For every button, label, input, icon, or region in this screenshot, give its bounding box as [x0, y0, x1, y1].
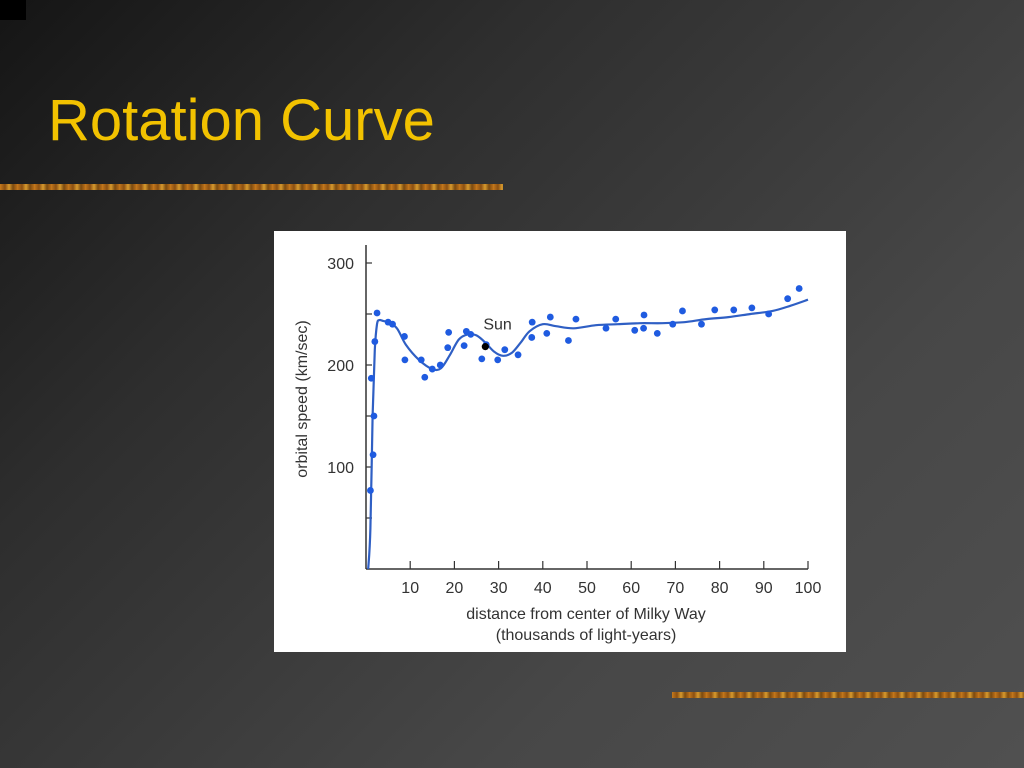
rotation-fit-curve [367, 298, 809, 570]
x-tick-label: 30 [490, 580, 508, 597]
data-point [370, 412, 378, 420]
data-point [445, 328, 453, 336]
data-point [444, 344, 452, 352]
data-point [765, 310, 773, 318]
x-tick-label: 100 [795, 580, 822, 597]
data-point [565, 337, 572, 344]
data-point [367, 487, 374, 494]
sun-marker [481, 343, 489, 351]
data-point [528, 318, 536, 326]
data-point [679, 307, 686, 315]
rotation-curve-chart: 100 200 300 10 20 30 40 50 60 70 80 90 100 Sun dist… [274, 231, 846, 652]
data-point [612, 315, 620, 323]
data-point [401, 356, 409, 364]
y-tick-label: 300 [327, 256, 354, 273]
data-point [631, 326, 639, 334]
data-point [795, 285, 803, 292]
x-axis-label-line2: (thousands of light-years) [496, 627, 677, 644]
data-point [494, 356, 502, 364]
data-point [401, 333, 408, 340]
data-point [640, 324, 647, 332]
data-point [602, 324, 610, 332]
data-point [514, 351, 522, 359]
data-point [436, 361, 444, 369]
data-point [730, 306, 738, 314]
data-points [367, 285, 803, 494]
slide-title: Rotation Curve [48, 88, 435, 153]
data-point [460, 342, 468, 350]
x-tick-label: 10 [401, 580, 419, 597]
title-underline-rule [0, 184, 503, 190]
data-point [417, 356, 425, 364]
x-tick-label: 80 [711, 580, 729, 597]
y-axis-ticks: 100 200 300 [327, 256, 372, 519]
data-point [367, 374, 375, 382]
x-tick-label: 20 [446, 580, 464, 597]
corner-mark [0, 0, 26, 20]
data-point [428, 365, 436, 373]
data-point [748, 304, 756, 312]
y-tick-label: 100 [327, 460, 354, 477]
y-tick-label: 200 [327, 358, 354, 375]
data-point [640, 311, 648, 319]
data-point [528, 334, 536, 341]
data-point [389, 320, 396, 328]
x-tick-label: 60 [622, 580, 640, 597]
data-point [501, 346, 509, 354]
data-point [669, 320, 677, 328]
data-point [698, 320, 705, 328]
sun-label: Sun [483, 317, 511, 334]
data-point [478, 355, 486, 363]
data-point [369, 451, 377, 459]
x-tick-label: 90 [755, 580, 773, 597]
data-point [546, 313, 554, 321]
data-point [467, 331, 475, 338]
chart-svg: 100 200 300 10 20 30 40 50 60 70 80 90 100 Sun dist… [294, 245, 821, 644]
data-point [421, 373, 429, 381]
data-point [543, 329, 551, 337]
x-axis-label-line1: distance from center of Milky Way [466, 606, 705, 623]
data-point [711, 306, 719, 314]
data-point [373, 309, 381, 317]
bottom-accent-rule [672, 692, 1024, 698]
data-point [784, 295, 792, 303]
data-point [572, 315, 580, 323]
x-tick-label: 50 [578, 580, 596, 597]
x-tick-label: 70 [667, 580, 685, 597]
data-point [653, 329, 661, 337]
data-point [371, 338, 379, 345]
x-tick-label: 40 [534, 580, 552, 597]
x-axis-ticks: 10 20 30 40 50 60 70 80 90 100 [401, 561, 821, 597]
y-axis-label: orbital speed (km/sec) [294, 320, 311, 477]
